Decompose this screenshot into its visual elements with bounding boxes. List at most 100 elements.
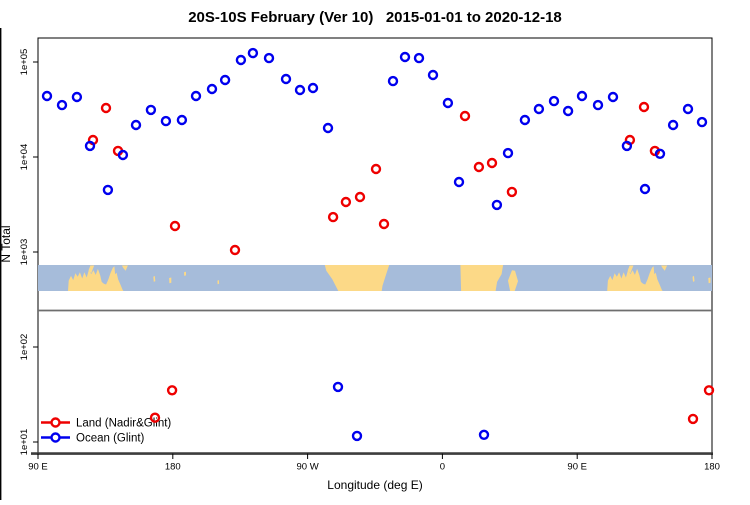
data-point-ocean — [84, 140, 96, 152]
data-point-land — [703, 385, 715, 396]
data-point-land — [370, 163, 382, 175]
y-tick-label: 1e+03 — [19, 239, 30, 266]
data-point-ocean — [502, 147, 514, 159]
data-point-land — [378, 218, 390, 230]
data-point-ocean — [427, 69, 439, 81]
data-point-ocean — [682, 103, 694, 115]
data-point-ocean — [442, 97, 454, 109]
x-tick-label: 180 — [165, 462, 181, 473]
x-tick-label: 90 E — [567, 462, 587, 473]
data-point-land — [149, 412, 161, 423]
map-land-samoa — [723, 272, 725, 276]
data-point-ocean — [219, 74, 231, 86]
data-point-ocean — [696, 116, 708, 128]
map-land-madagascar — [508, 270, 518, 291]
data-point-ocean — [263, 52, 275, 64]
legend-marker-land — [50, 417, 61, 428]
data-point-ocean — [491, 199, 503, 211]
data-point-ocean — [102, 184, 114, 196]
data-point-ocean — [548, 95, 560, 107]
legend-label-land: Land (Nadir&Glint) — [76, 418, 171, 430]
data-point-ocean — [322, 122, 334, 134]
y-tick-label: 1e+04 — [19, 144, 30, 171]
map-land-timor — [627, 265, 634, 274]
figure-left-border — [0, 28, 2, 500]
data-point-land — [638, 101, 650, 113]
data-point-ocean — [453, 176, 465, 188]
x-axis-ticks: 90 E 180 90 W 0 90 E 180 — [28, 453, 720, 473]
data-point-ocean — [519, 114, 531, 126]
map-land-tahiti — [217, 280, 220, 285]
data-point-ocean — [413, 52, 425, 64]
map-land-fiji — [169, 277, 172, 284]
data-point-ocean — [176, 114, 188, 126]
data-point-ocean — [387, 75, 399, 87]
map-land-samoa — [184, 271, 186, 276]
data-point-ocean — [478, 429, 490, 440]
x-tick-label: 180 — [704, 462, 720, 473]
map-land-australia — [68, 266, 124, 291]
map-land-new-guinea-tip — [661, 265, 668, 271]
map-strip — [38, 265, 725, 291]
data-point-land — [354, 191, 366, 203]
data-point-ocean — [576, 90, 588, 102]
data-point-ocean — [117, 149, 129, 161]
data-point-land — [169, 220, 181, 232]
data-point-ocean — [294, 84, 306, 96]
data-point-ocean — [71, 91, 83, 103]
x-tick-label: 0 — [440, 462, 445, 473]
y-tick-label: 1e+05 — [19, 49, 30, 76]
map-land-vanuatu — [692, 275, 695, 282]
map-land-vanuatu — [153, 275, 156, 282]
legend-marker-ocean — [50, 432, 61, 443]
map-land-layer — [68, 265, 725, 291]
data-point-ocean — [247, 47, 259, 59]
data-point-ocean — [206, 83, 218, 95]
data-point-ocean — [160, 115, 172, 127]
data-point-ocean — [41, 90, 53, 102]
data-point-ocean — [332, 381, 344, 393]
map-land-fiji — [708, 277, 711, 284]
data-point-land — [229, 244, 241, 256]
y-tick-label: 1e+01 — [19, 429, 30, 456]
data-point-ocean — [667, 119, 679, 131]
data-point-ocean — [562, 105, 574, 117]
map-land-africa — [460, 265, 504, 291]
data-point-ocean — [56, 99, 68, 111]
data-point-ocean — [307, 82, 319, 94]
map-land-new-guinea-tip — [121, 265, 128, 271]
data-point-ocean — [399, 51, 411, 63]
data-point-ocean — [145, 104, 157, 116]
data-point-ocean — [130, 119, 142, 131]
x-tick-label: 90 W — [297, 462, 319, 473]
y-axis-ticks: 1e+05 1e+04 1e+03 1e+02 1e+01 — [19, 49, 38, 456]
data-point-land — [486, 157, 498, 169]
data-point-ocean — [280, 73, 292, 85]
data-point-land — [687, 413, 699, 425]
data-point-land — [100, 102, 112, 114]
data-point-land — [327, 211, 339, 223]
legend: Land (Nadir&Glint) Ocean (Glint) — [41, 417, 171, 445]
data-point-ocean — [235, 54, 247, 66]
data-point-ocean — [533, 103, 545, 115]
map-land-australia — [607, 266, 663, 291]
map-land-timor — [88, 265, 95, 274]
data-point-ocean — [654, 148, 666, 160]
data-point-ocean — [190, 90, 202, 102]
data-point-land — [473, 161, 485, 173]
x-tick-label: 90 E — [28, 462, 48, 473]
map-land-south-america — [324, 265, 390, 291]
data-point-land — [340, 196, 352, 208]
data-point-ocean — [592, 99, 604, 111]
data-point-ocean — [639, 183, 651, 195]
data-point-land — [459, 110, 471, 122]
x-axis-label: Longitude (deg E) — [327, 478, 422, 492]
legend-label-ocean: Ocean (Glint) — [76, 433, 145, 445]
y-tick-label: 1e+02 — [19, 334, 30, 361]
scatter-points — [41, 47, 715, 442]
chart-title: 20S-10S February (Ver 10) 2015-01-01 to … — [188, 9, 562, 26]
data-point-land — [506, 186, 518, 198]
data-point-ocean — [607, 91, 619, 103]
data-point-ocean — [621, 140, 633, 152]
